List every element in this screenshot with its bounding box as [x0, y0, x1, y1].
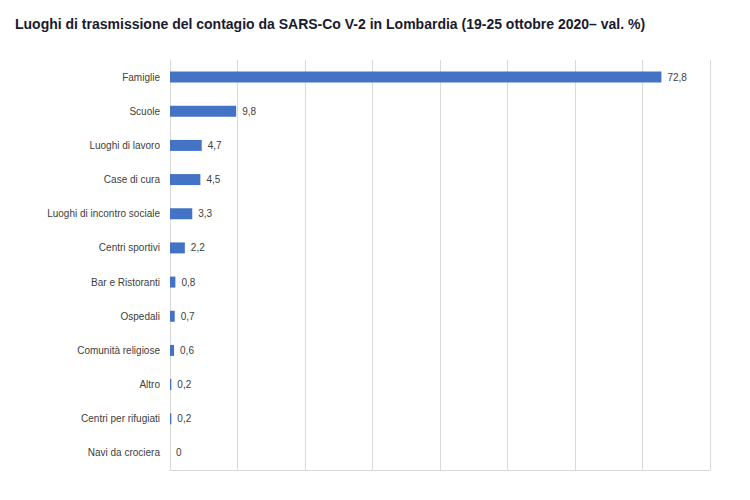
svg-text:Scuole: Scuole [129, 106, 160, 117]
svg-text:0,7: 0,7 [181, 311, 195, 322]
svg-text:Famiglie: Famiglie [122, 72, 160, 83]
svg-text:72,8: 72,8 [667, 72, 687, 83]
svg-text:4,5: 4,5 [206, 174, 220, 185]
svg-text:0,2: 0,2 [177, 413, 191, 424]
svg-text:Bar e Ristoranti: Bar e Ristoranti [91, 277, 160, 288]
svg-text:Centri per rifugiati: Centri per rifugiati [81, 413, 160, 424]
svg-text:3,3: 3,3 [198, 208, 212, 219]
svg-text:Luoghi di trasmissione del con: Luoghi di trasmissione del contagio da S… [15, 16, 645, 32]
svg-text:Luoghi di lavoro: Luoghi di lavoro [89, 140, 160, 151]
svg-text:Ospedali: Ospedali [121, 311, 160, 322]
svg-text:9,8: 9,8 [242, 106, 256, 117]
svg-text:Centri sportivi: Centri sportivi [99, 242, 160, 253]
svg-text:Navi da crociera: Navi da crociera [88, 447, 161, 458]
svg-text:Luoghi di incontro sociale: Luoghi di incontro sociale [47, 208, 160, 219]
svg-text:0: 0 [176, 447, 182, 458]
svg-text:0,8: 0,8 [181, 277, 195, 288]
svg-text:Altro: Altro [139, 379, 160, 390]
svg-text:2,2: 2,2 [191, 242, 205, 253]
svg-text:0,6: 0,6 [180, 345, 194, 356]
svg-text:Comunità religiose: Comunità religiose [77, 345, 160, 356]
svg-text:0,2: 0,2 [177, 379, 191, 390]
svg-text:4,7: 4,7 [208, 140, 222, 151]
svg-text:Case di cura: Case di cura [104, 174, 161, 185]
